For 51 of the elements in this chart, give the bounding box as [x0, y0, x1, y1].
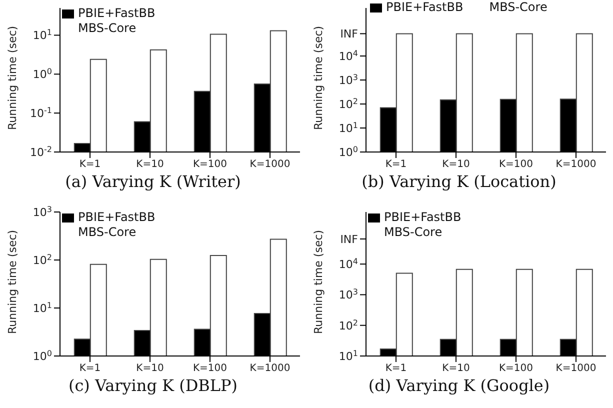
- text: (b) Varying K (Location): [360, 172, 558, 191]
- y-tick-label: 10$^{4}$: [338, 48, 358, 63]
- y-tick-label: 10$^{4}$: [338, 256, 358, 272]
- x-tick-label: K=10: [442, 159, 470, 170]
- y-tick-label: 10$^{3}$: [338, 287, 358, 302]
- x-tick-label: K=1: [385, 159, 407, 170]
- y-tick-label: 10$^{2}$: [32, 252, 52, 267]
- y-axis-title: Running time (sec): [312, 230, 325, 334]
- x-tick-label: K=100: [498, 159, 534, 170]
- legend-label: PBIE+FastBB: [78, 210, 156, 224]
- x-tick-label: K=100: [498, 363, 534, 374]
- y-tick-label: 10$^{3}$: [338, 72, 358, 87]
- x-tick-label: K=100: [192, 159, 228, 170]
- text: (c) Varying K (DBLP): [67, 376, 239, 395]
- x-tick-label: K=1: [79, 159, 101, 170]
- y-tick-label: 10$^{-1}$: [30, 106, 52, 120]
- y-tick-label: 10$^{-2}$: [30, 144, 52, 159]
- text: MBS-Core: [78, 225, 136, 239]
- x-tick-label: K=1: [79, 363, 101, 374]
- y-tick-label: 10$^{2}$: [338, 318, 358, 332]
- y-tick-label: 10$^{0}$: [32, 348, 52, 363]
- legend-label: PBIE+FastBB: [384, 210, 462, 224]
- y-tick-label: 10$^{2}$: [338, 96, 358, 111]
- y-tick-label: 10$^{3}$: [32, 204, 52, 219]
- y-tick-label: 10$^{1}$: [32, 28, 52, 42]
- y-tick-label: 10$^{1}$: [338, 120, 358, 135]
- series-label: MBS-Core: [78, 21, 136, 35]
- y-tick-label: 10$^{1}$: [32, 300, 52, 315]
- x-tick-label: K=1000: [556, 159, 596, 170]
- legend-label: PBIE+FastBB: [386, 0, 464, 14]
- legend-label: PBIE+FastBB: [78, 6, 156, 20]
- text: MBS-Core: [384, 225, 442, 239]
- x-tick-label: K=1000: [250, 363, 290, 374]
- x-tick-label: K=1000: [250, 159, 290, 170]
- y-axis-title: Running time (sec): [312, 26, 325, 130]
- x-tick-label: K=100: [192, 363, 228, 374]
- y-tick-label: INF: [340, 232, 358, 246]
- x-tick-label: K=10: [136, 363, 164, 374]
- x-tick-label: K=10: [442, 363, 470, 374]
- x-tick-label: K=1000: [556, 363, 596, 374]
- y-tick-label: 10$^{0}$: [338, 144, 358, 159]
- text: (a) Varying K (Writer): [64, 172, 242, 191]
- text: (d) Varying K (Google): [367, 376, 551, 395]
- y-tick-label: 10$^{1}$: [338, 348, 358, 363]
- text: MBS-Core: [489, 0, 548, 14]
- x-tick-label: K=1: [385, 363, 407, 374]
- y-axis-title: Running time (sec): [6, 26, 19, 130]
- y-tick-label: INF: [340, 28, 358, 41]
- x-tick-label: K=10: [136, 159, 164, 170]
- y-axis-title: Running time (sec): [6, 230, 19, 334]
- y-tick-label: 10$^{0}$: [32, 66, 52, 82]
